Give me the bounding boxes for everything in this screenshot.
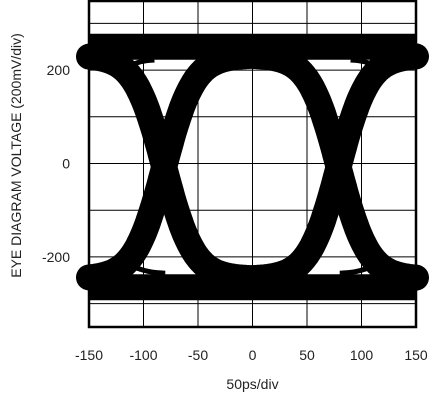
x-tick-label: 150 <box>404 347 428 363</box>
plot-frame <box>87 0 418 329</box>
y-tick-label: 200 <box>47 62 71 78</box>
x-tick-label: -150 <box>75 347 103 363</box>
y-axis-label: EYE DIAGRAM VOLTAGE (200mV/div) <box>8 33 24 278</box>
falling-transition-trace <box>76 43 266 292</box>
eye-traces <box>76 33 429 301</box>
x-tick-labels: -150 -100 -50 0 50 100 150 <box>75 347 428 363</box>
x-tick-label: -100 <box>129 347 157 363</box>
x-axis-label: 50ps/div <box>226 376 278 392</box>
x-tick-label: 100 <box>350 347 374 363</box>
y-tick-label: 0 <box>62 156 70 172</box>
y-tick-label: -200 <box>42 249 70 265</box>
y-tick-labels: -200 0 200 <box>42 62 70 265</box>
x-tick-label: 0 <box>249 347 257 363</box>
falling-transition-trace <box>239 42 429 291</box>
x-tick-label: -50 <box>188 347 208 363</box>
x-tick-label: 50 <box>299 347 315 363</box>
